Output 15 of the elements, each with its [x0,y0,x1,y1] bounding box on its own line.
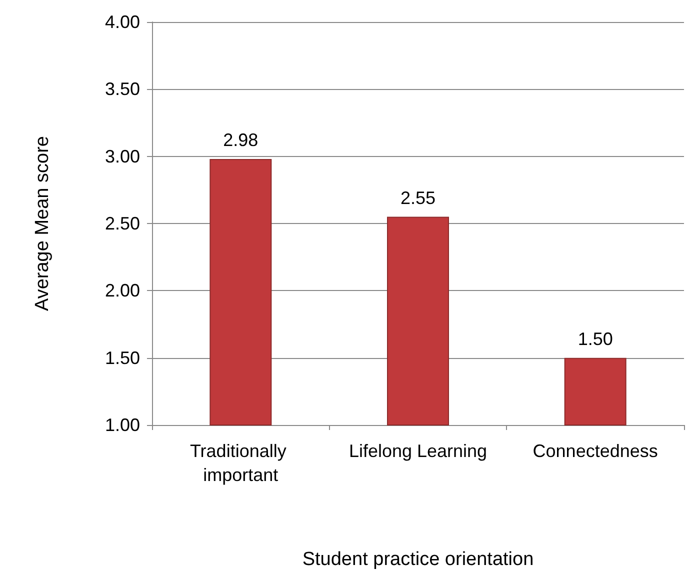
y-tick-label: 3.50 [104,79,140,100]
y-tick-label: 2.00 [104,280,140,301]
x-tick-label: Connectedness [532,441,658,461]
data-label: 1.50 [578,328,613,349]
y-tick-label: 3.00 [104,146,140,166]
y-tick-label: 4.00 [104,12,140,32]
x-tick-label: Traditionally important [190,441,292,485]
x-axis-title: Student practice orientation [302,549,534,570]
y-axis-title: Average Mean score [32,136,53,311]
y-tick-label: 1.00 [104,415,140,435]
y-tick-label: 2.50 [104,214,140,234]
y-tick-label: 1.50 [104,348,140,368]
data-label: 2.98 [223,130,258,150]
data-label: 2.55 [400,188,436,208]
x-tick-label: Lifelong Learning [348,441,488,461]
